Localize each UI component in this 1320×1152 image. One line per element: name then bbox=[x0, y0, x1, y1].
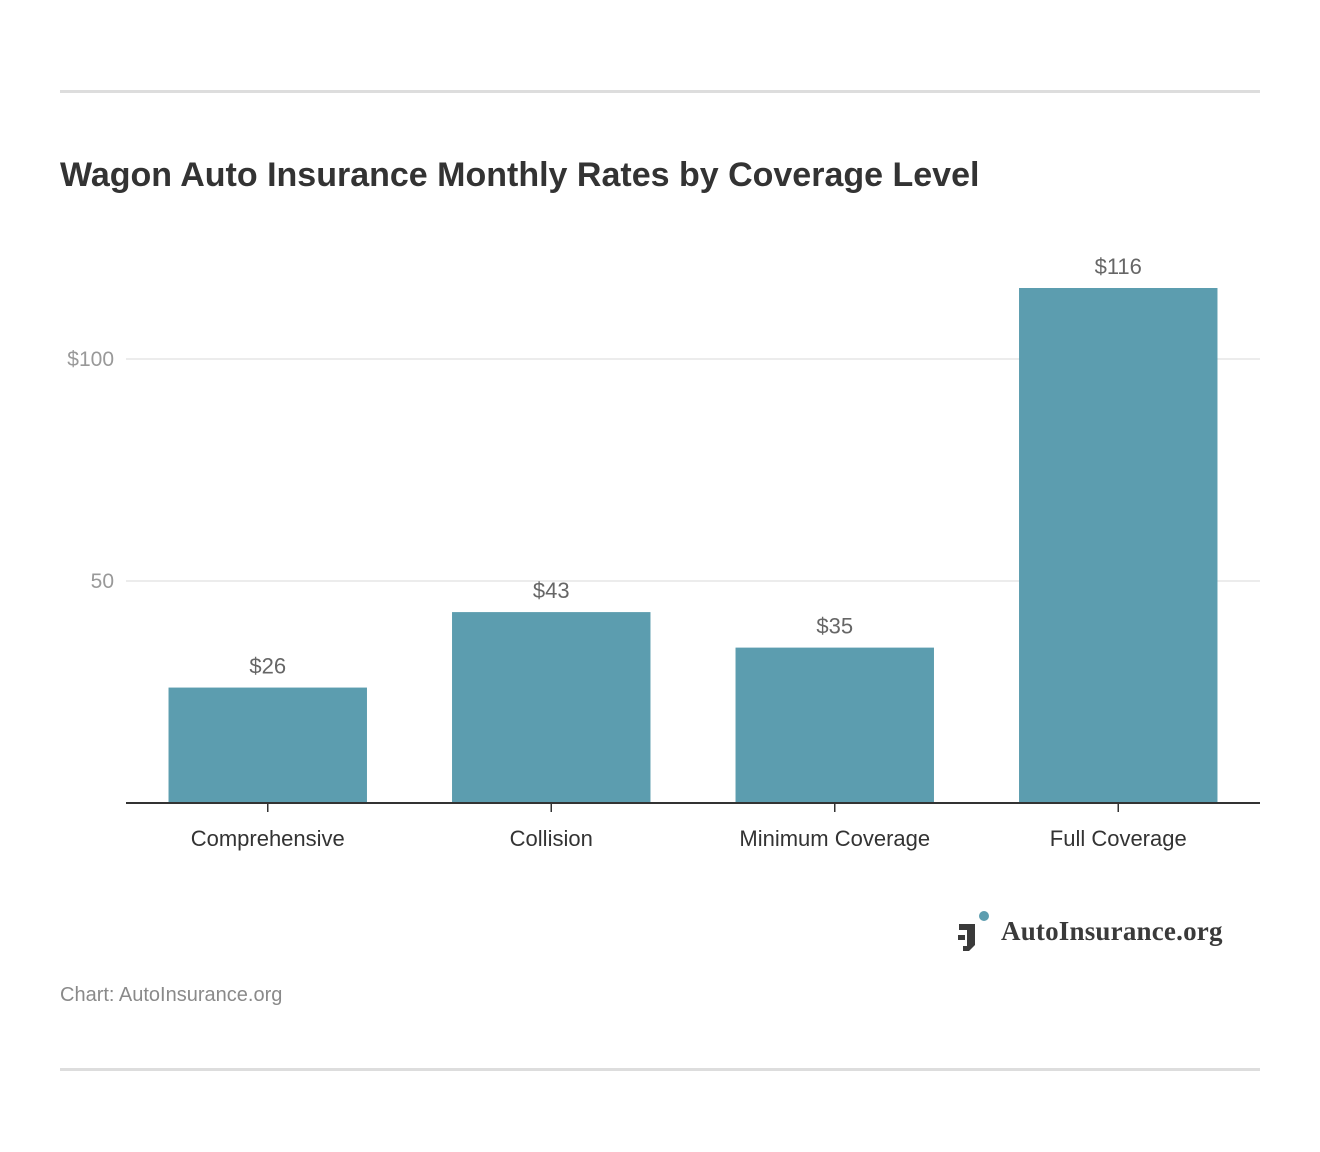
y-tick-label: $100 bbox=[67, 348, 114, 371]
bar bbox=[1019, 288, 1218, 803]
bar-value-label: $116 bbox=[1095, 254, 1142, 279]
bar bbox=[735, 647, 934, 803]
bar-value-label: $35 bbox=[816, 614, 853, 639]
bar-value-label: $26 bbox=[249, 654, 286, 679]
chart-credit: Chart: AutoInsurance.org bbox=[60, 984, 283, 1006]
y-tick-label: 50 bbox=[91, 570, 114, 593]
chart-title: Wagon Auto Insurance Monthly Rates by Co… bbox=[60, 156, 980, 194]
bar-value-label: $43 bbox=[533, 578, 570, 603]
x-tick-label: Collision bbox=[510, 826, 593, 851]
bar-chart: 50 $100 $26 Comprehensive $43 Collision $35 Min… bbox=[67, 254, 1260, 851]
autoinsurance-logo[interactable]: AutoInsurance.org bbox=[955, 908, 1223, 954]
logo-mark-icon bbox=[958, 911, 989, 951]
bar bbox=[452, 612, 651, 803]
bar bbox=[168, 687, 367, 803]
x-tick-label: Minimum Coverage bbox=[739, 826, 930, 851]
bottom-divider bbox=[60, 1068, 1260, 1071]
x-tick-label: Comprehensive bbox=[191, 826, 345, 851]
logo-text: AutoInsurance.org bbox=[1001, 915, 1223, 946]
x-tick-label: Full Coverage bbox=[1050, 826, 1187, 851]
top-divider bbox=[60, 90, 1260, 93]
